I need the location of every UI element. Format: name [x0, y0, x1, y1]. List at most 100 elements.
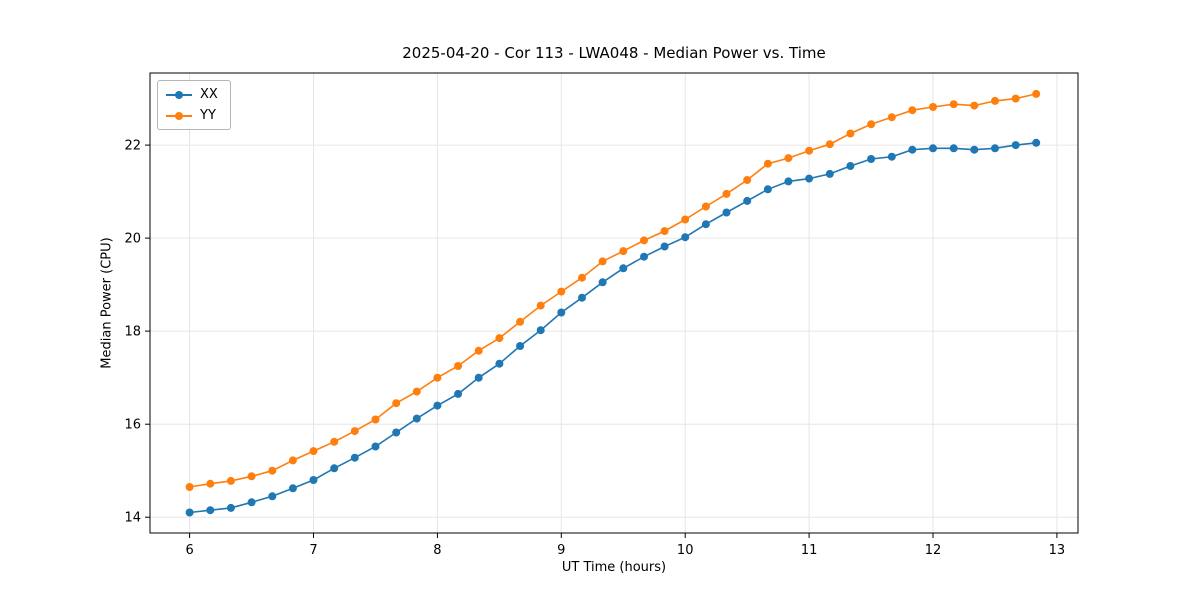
data-point-yy — [412, 387, 421, 396]
data-point-yy — [887, 113, 896, 122]
data-point-xx — [784, 177, 793, 186]
data-point-yy — [722, 189, 731, 198]
data-point-xx — [516, 342, 525, 350]
data-point-xx — [226, 503, 235, 512]
data-point-yy — [701, 202, 710, 211]
data-point-xx — [722, 208, 731, 217]
data-point-yy — [578, 273, 586, 282]
data-point-yy — [350, 427, 359, 436]
x-axis-label: UT Time (hours) — [561, 560, 667, 575]
data-point-yy — [660, 227, 669, 236]
data-point-yy — [949, 100, 958, 109]
data-point-xx — [433, 401, 442, 410]
data-point-xx — [412, 414, 421, 423]
data-point-yy — [392, 399, 401, 408]
data-point-xx — [949, 144, 958, 153]
data-point-xx — [846, 162, 855, 170]
data-point-yy — [1011, 94, 1020, 103]
data-point-xx — [557, 308, 566, 317]
data-point-yy — [371, 415, 380, 424]
data-point-yy — [825, 140, 834, 149]
data-point-yy — [495, 334, 504, 343]
data-point-yy — [598, 257, 607, 266]
data-point-xx — [371, 442, 380, 451]
data-point-yy — [929, 103, 937, 111]
x-tick-label: 12 — [925, 543, 942, 558]
legend-marker-yy — [166, 111, 192, 121]
data-point-yy — [474, 346, 483, 355]
data-point-yy — [330, 437, 339, 446]
data-point-yy — [1032, 89, 1041, 98]
data-point-yy — [516, 317, 525, 326]
data-point-xx — [474, 373, 483, 382]
data-point-yy — [743, 176, 752, 184]
data-point-xx — [495, 359, 504, 368]
data-point-yy — [557, 287, 566, 296]
data-point-xx — [970, 145, 979, 154]
y-tick-label: 20 — [124, 232, 141, 247]
chart-title: 2025-04-20 - Cor 113 - LWA048 - Median P… — [402, 44, 826, 62]
data-point-yy — [908, 106, 917, 115]
data-point-yy — [867, 120, 876, 129]
data-point-xx — [908, 145, 917, 154]
x-tick-label: 13 — [1049, 543, 1066, 558]
data-point-xx — [454, 389, 463, 398]
data-point-yy — [268, 466, 277, 475]
data-point-xx — [991, 144, 999, 153]
legend-marker-xx — [166, 90, 192, 100]
x-tick-label: 11 — [801, 543, 818, 558]
y-tick-label: 22 — [124, 139, 141, 154]
data-point-xx — [309, 476, 318, 484]
legend-label-xx: XX — [200, 87, 218, 102]
data-point-yy — [185, 483, 194, 491]
data-point-xx — [578, 293, 586, 302]
data-point-xx — [268, 492, 277, 501]
y-tick-label: 14 — [124, 511, 141, 526]
legend: XX YY — [157, 80, 231, 130]
data-point-xx — [1011, 141, 1020, 150]
data-point-xx — [392, 428, 401, 437]
legend-dot-xx — [175, 90, 183, 99]
data-point-xx — [598, 278, 607, 287]
legend-item-yy: YY — [166, 108, 218, 123]
data-point-xx — [1032, 138, 1041, 147]
data-point-yy — [309, 447, 318, 456]
data-point-yy — [805, 146, 814, 155]
data-point-yy — [288, 456, 297, 465]
data-point-xx — [350, 453, 359, 462]
series-line-xx — [189, 142, 1037, 514]
data-point-xx — [867, 155, 876, 163]
data-point-yy — [454, 362, 463, 370]
data-point-xx — [681, 233, 690, 242]
data-point-yy — [991, 96, 999, 105]
plot-border — [149, 72, 1079, 534]
legend-label-yy: YY — [200, 108, 216, 123]
data-point-yy — [640, 236, 648, 245]
data-point-yy — [784, 154, 793, 163]
data-point-yy — [970, 101, 979, 110]
data-point-yy — [226, 476, 235, 485]
data-point-xx — [660, 242, 669, 251]
y-tick-label: 18 — [124, 325, 141, 340]
data-point-xx — [743, 196, 752, 205]
data-point-yy — [846, 129, 855, 138]
data-point-yy — [247, 472, 256, 481]
x-tick-label: 8 — [433, 543, 441, 558]
x-tick-label: 6 — [185, 543, 193, 558]
data-point-yy — [206, 479, 215, 488]
legend-item-xx: XX — [166, 87, 218, 102]
data-point-yy — [763, 159, 772, 168]
data-point-yy — [433, 373, 442, 382]
data-point-yy — [681, 215, 690, 224]
data-point-xx — [185, 508, 194, 517]
x-tick-label: 10 — [677, 543, 694, 558]
data-point-xx — [805, 174, 814, 183]
data-point-xx — [330, 464, 339, 473]
data-point-xx — [929, 144, 937, 153]
x-tick-label: 7 — [309, 543, 317, 558]
data-point-xx — [640, 252, 648, 261]
data-point-yy — [536, 301, 545, 310]
data-point-xx — [288, 484, 297, 493]
data-point-xx — [536, 326, 545, 335]
